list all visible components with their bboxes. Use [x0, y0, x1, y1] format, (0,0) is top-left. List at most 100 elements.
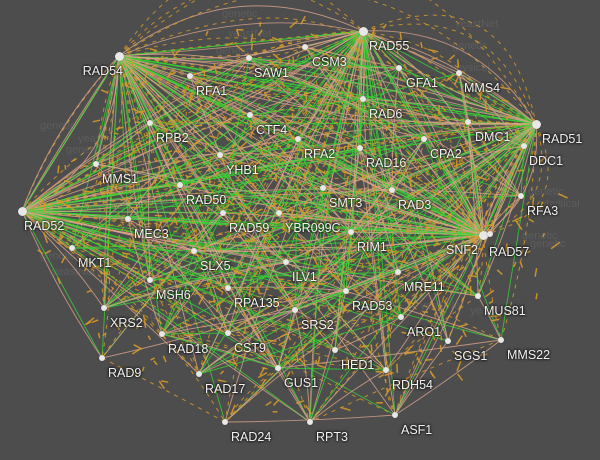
network-edge-genetic: [285, 295, 296, 301]
graph-node-rfa2[interactable]: [294, 135, 302, 143]
network-edge-genetic: [496, 269, 503, 275]
network-edge-genetic: [370, 310, 373, 315]
graph-node-ilv1[interactable]: [282, 258, 290, 266]
network-edge-genetic: [352, 287, 360, 295]
graph-node-msh6[interactable]: [146, 276, 154, 284]
network-edge-coexpression: [278, 212, 484, 236]
graph-node-rfa3[interactable]: [517, 192, 525, 200]
network-edge-genetic: [234, 270, 245, 276]
network-edge-genetic: [296, 213, 300, 219]
network-edge-genetic: [362, 23, 537, 125]
network-edge-genetic: [429, 370, 435, 377]
graph-node-ddc1[interactable]: [520, 142, 528, 150]
graph-node-slx5[interactable]: [190, 247, 198, 255]
network-edge-genetic: [167, 270, 174, 276]
network-edge-genetic: [21, 210, 396, 416]
graph-node-dmc1[interactable]: [464, 118, 472, 126]
graph-node-rpt3[interactable]: [306, 418, 314, 426]
network-edge-physical: [118, 55, 484, 236]
graph-node-gfa1[interactable]: [395, 64, 403, 72]
network-edge-genetic: [305, 92, 308, 102]
graph-node-rad51[interactable]: [531, 119, 541, 129]
network-edge-genetic: [154, 283, 158, 290]
graph-node-rad54[interactable]: [114, 51, 124, 61]
graph-node-cst9[interactable]: [224, 329, 232, 337]
graph-node-ybr099c[interactable]: [275, 209, 283, 217]
graph-node-hed1[interactable]: [331, 346, 339, 354]
graph-node-snf2[interactable]: [478, 230, 488, 240]
network-edge-genetic: [350, 231, 402, 318]
network-edge-genetic: [431, 57, 438, 60]
graph-node-rad52[interactable]: [17, 206, 27, 216]
network-edge-genetic: [416, 79, 421, 85]
graph-node-sgs1[interactable]: [444, 337, 452, 345]
graph-node-saw1[interactable]: [245, 54, 253, 62]
graph-node-yhb1[interactable]: [216, 151, 224, 159]
graph-node-asf1[interactable]: [391, 411, 399, 419]
graph-node-mms1[interactable]: [92, 160, 100, 168]
network-edge-physical: [189, 30, 364, 77]
network-edge-coexpression: [127, 147, 361, 220]
graph-node-xrs2[interactable]: [100, 304, 108, 312]
graph-node-gus1[interactable]: [274, 364, 282, 372]
network-edge-genetic: [298, 357, 306, 366]
network-edge-genetic: [215, 299, 226, 307]
network-edge-genetic: [113, 132, 119, 135]
graph-node-rad6[interactable]: [359, 95, 367, 103]
network-edge-genetic: [446, 74, 455, 81]
network-edge-genetic: [119, 67, 124, 74]
network-edge-genetic: [391, 170, 397, 175]
graph-node-rfa1[interactable]: [186, 72, 194, 80]
network-edge-genetic: [396, 260, 408, 264]
graph-node-rim1[interactable]: [347, 228, 355, 236]
network-edge-genetic: [143, 322, 147, 328]
network-edge-physical: [198, 309, 296, 375]
graph-node-mus81[interactable]: [474, 292, 482, 300]
network-edge-genetic: [294, 237, 305, 243]
graph-node-rad17[interactable]: [195, 370, 203, 378]
network-edge-genetic: [101, 177, 108, 180]
graph-node-rad9[interactable]: [98, 354, 106, 362]
graph-node-rad55[interactable]: [358, 26, 368, 36]
graph-node-rpb2[interactable]: [146, 119, 154, 127]
graph-node-mre11[interactable]: [394, 268, 402, 276]
network-edge-genetic: [297, 206, 304, 213]
graph-node-rad24[interactable]: [221, 418, 229, 426]
network-edge-coexpression: [71, 114, 251, 249]
graph-node-mkt1[interactable]: [68, 244, 76, 252]
network-edge-genetic: [441, 106, 447, 112]
graph-node-smt3[interactable]: [319, 184, 327, 192]
network-edge-genetic: [347, 144, 350, 150]
graph-node-mms22[interactable]: [497, 336, 505, 344]
network-edge-genetic: [456, 59, 460, 68]
graph-node-srs2[interactable]: [291, 306, 299, 314]
graph-node-rad50[interactable]: [176, 181, 184, 189]
graph-node-rad53[interactable]: [342, 287, 350, 295]
graph-node-rad18[interactable]: [158, 330, 166, 338]
graph-node-mms4[interactable]: [455, 69, 463, 77]
network-edge-genetic: [453, 75, 460, 86]
network-edge-genetic: [464, 234, 473, 241]
network-edge-physical: [362, 98, 525, 147]
graph-node-cpa2[interactable]: [420, 135, 428, 143]
network-edge-genetic: [539, 155, 548, 163]
network-edge-physical: [277, 309, 296, 369]
network-edge-genetic: [149, 279, 336, 351]
graph-node-csm3[interactable]: [301, 43, 309, 51]
graph-node-rad59[interactable]: [219, 209, 227, 217]
graph-node-ctf4[interactable]: [246, 111, 254, 119]
graph-node-rpa135[interactable]: [224, 284, 232, 292]
network-edge-genetic: [302, 343, 308, 350]
network-edge-genetic: [290, 357, 296, 364]
graph-node-rad16[interactable]: [356, 144, 364, 152]
graph-node-rdh54[interactable]: [382, 366, 390, 374]
network-edge-physical: [118, 5, 364, 57]
graph-node-rad57[interactable]: [486, 230, 494, 238]
graph-node-rad3[interactable]: [388, 186, 396, 194]
network-edge-genetic: [403, 63, 408, 70]
network-edge-genetic: [102, 134, 107, 139]
graph-node-aro1[interactable]: [397, 313, 405, 321]
network-edge-genetic: [221, 390, 227, 394]
graph-node-mec3[interactable]: [124, 215, 132, 223]
